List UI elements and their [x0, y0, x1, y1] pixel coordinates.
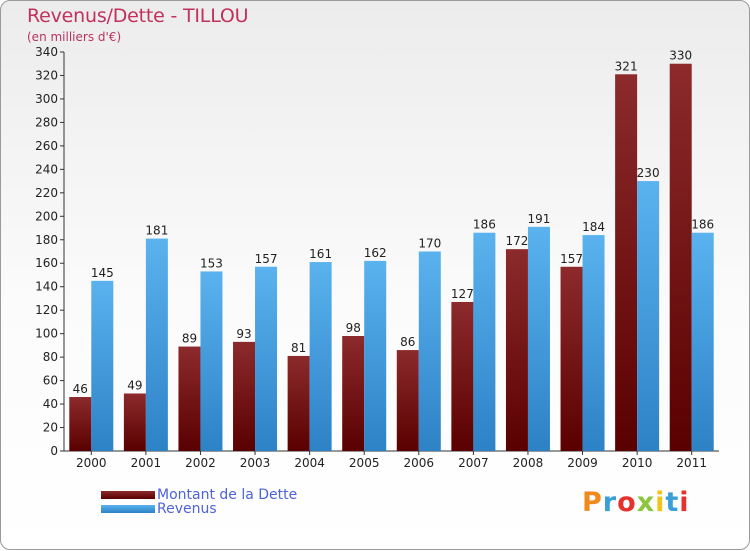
y-tick-label: 180: [35, 233, 58, 247]
bar-debt: [669, 63, 692, 452]
y-tick-label: 80: [43, 350, 58, 364]
data-label: 86: [400, 335, 415, 349]
proxiti-logo: Proxiti: [582, 487, 690, 518]
logo-letter: P: [582, 487, 603, 518]
x-tick-label: 2010: [622, 456, 653, 470]
bar-debt: [69, 397, 92, 451]
y-tick-label: 0: [50, 444, 58, 458]
data-label: 89: [182, 332, 197, 346]
bar-revenus: [364, 260, 387, 451]
data-label: 191: [528, 212, 551, 226]
data-label: 170: [418, 237, 441, 251]
data-label: 145: [91, 266, 114, 280]
x-tick-label: 2011: [676, 456, 707, 470]
bar-revenus: [200, 271, 223, 451]
bar-revenus: [145, 238, 168, 451]
x-tick-label: 2004: [294, 456, 325, 470]
y-tick-label: 160: [35, 256, 58, 270]
logo-letter: r: [602, 487, 618, 518]
legend-label-debt: Montant de la Dette: [157, 487, 298, 503]
data-label: 153: [200, 256, 223, 270]
bar-revenus: [637, 181, 660, 451]
x-tick-label: 2002: [185, 456, 216, 470]
data-label: 230: [637, 166, 660, 180]
legend-swatch-debt: [101, 491, 155, 499]
data-label: 46: [73, 382, 88, 396]
bar-debt: [560, 266, 583, 451]
y-tick-label: 320: [35, 68, 58, 82]
data-label: 330: [669, 49, 692, 63]
y-tick-label: 260: [35, 139, 58, 153]
bar-debt: [451, 301, 474, 451]
y-tick-label: 40: [43, 397, 58, 411]
y-tick-label: 240: [35, 162, 58, 176]
data-label: 98: [346, 321, 361, 335]
x-tick-label: 2001: [131, 456, 162, 470]
logo-letter: t: [665, 487, 680, 518]
x-tick-label: 2009: [567, 456, 598, 470]
logo-letter: i: [679, 487, 690, 518]
legend-label-revenus: Revenus: [157, 501, 217, 517]
y-tick-label: 20: [43, 421, 58, 435]
logo-letter: o: [617, 487, 637, 518]
legend-swatch-revenus: [101, 505, 155, 513]
chart-title: Revenus/Dette - TILLOU: [27, 5, 249, 27]
data-label: 49: [127, 378, 142, 392]
data-label: 81: [291, 341, 306, 355]
bar-revenus: [255, 266, 278, 451]
data-label: 161: [309, 247, 332, 261]
x-tick-label: 2006: [404, 456, 435, 470]
bar-debt: [505, 249, 528, 451]
bar-revenus: [309, 262, 332, 451]
bar-revenus: [91, 280, 114, 451]
bar-debt: [287, 355, 310, 451]
bar-debt: [396, 350, 419, 451]
data-label: 172: [506, 234, 529, 248]
y-tick-label: 60: [43, 374, 58, 388]
data-label: 181: [145, 224, 168, 238]
x-tick-label: 2000: [76, 456, 107, 470]
x-tick-label: 2005: [349, 456, 380, 470]
bar-revenus: [582, 235, 605, 451]
y-tick-label: 200: [35, 209, 58, 223]
logo-letter: x: [636, 487, 656, 518]
data-label: 184: [582, 220, 605, 234]
y-tick-label: 280: [35, 115, 58, 129]
bar-revenus: [418, 251, 441, 451]
y-tick-label: 140: [35, 280, 58, 294]
y-tick-label: 120: [35, 303, 58, 317]
legend-item-revenus: Revenus: [101, 501, 217, 517]
data-label: 186: [473, 218, 496, 232]
data-label: 321: [615, 59, 638, 73]
data-label: 162: [364, 246, 387, 260]
bar-debt: [233, 341, 256, 451]
data-label: 127: [451, 287, 474, 301]
bar-revenus: [691, 232, 714, 451]
x-tick-label: 2007: [458, 456, 489, 470]
legend-item-debt: Montant de la Dette: [101, 487, 297, 503]
data-label: 93: [236, 327, 251, 341]
y-tick-label: 300: [35, 92, 58, 106]
logo-letter: i: [655, 487, 666, 518]
y-tick-label: 220: [35, 186, 58, 200]
data-label: 157: [560, 252, 583, 266]
bar-revenus: [473, 232, 496, 451]
bar-debt: [178, 346, 201, 451]
bar-debt: [123, 393, 146, 451]
x-tick-label: 2008: [513, 456, 544, 470]
data-label: 157: [255, 252, 278, 266]
bar-debt: [615, 74, 638, 451]
chart-subtitle: (en milliers d'€): [27, 30, 122, 44]
y-tick-label: 100: [35, 327, 58, 341]
y-tick-label: 340: [35, 45, 58, 59]
x-tick-label: 2003: [240, 456, 271, 470]
bar-revenus: [527, 226, 550, 451]
bar-debt: [342, 335, 365, 451]
data-label: 186: [691, 218, 714, 232]
